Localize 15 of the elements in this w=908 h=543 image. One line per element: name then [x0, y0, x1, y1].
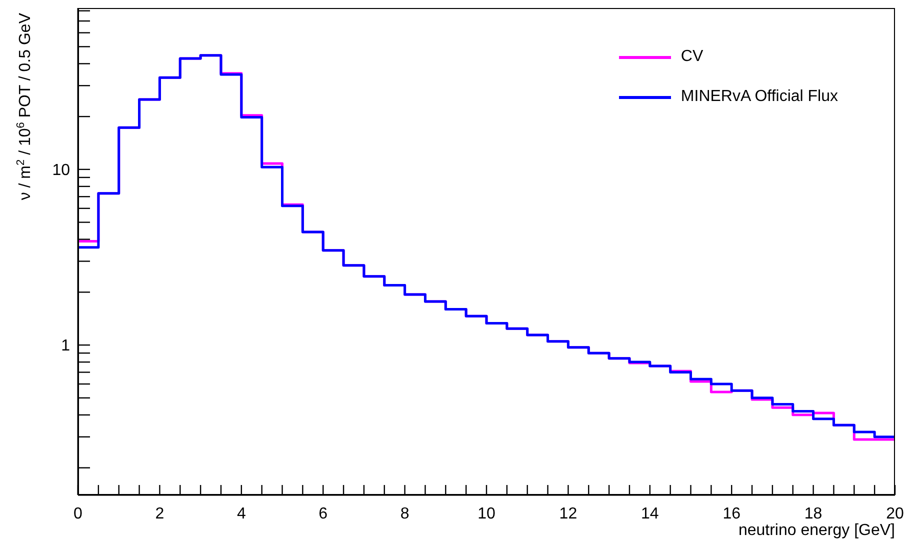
x-tick-label: 14 [641, 505, 659, 522]
legend-label: CV [680, 48, 704, 66]
x-axis-title: neutrino energy [GeV] [738, 522, 895, 539]
x-tick-label: 12 [559, 505, 578, 522]
x-tick-label: 6 [318, 505, 328, 522]
x-tick-label: 16 [722, 505, 741, 522]
x-tick-label: 20 [886, 505, 904, 522]
x-tick-label: 0 [74, 505, 83, 522]
x-tick-label: 2 [155, 505, 164, 522]
legend-label: MINERvA Official Flux [680, 88, 838, 106]
y-tick-label: 1 [61, 338, 70, 355]
x-tick-label: 8 [400, 505, 410, 522]
x-tick-label: 18 [804, 505, 822, 522]
x-tick-label: 4 [236, 505, 246, 522]
x-tick-label: 10 [478, 505, 496, 522]
